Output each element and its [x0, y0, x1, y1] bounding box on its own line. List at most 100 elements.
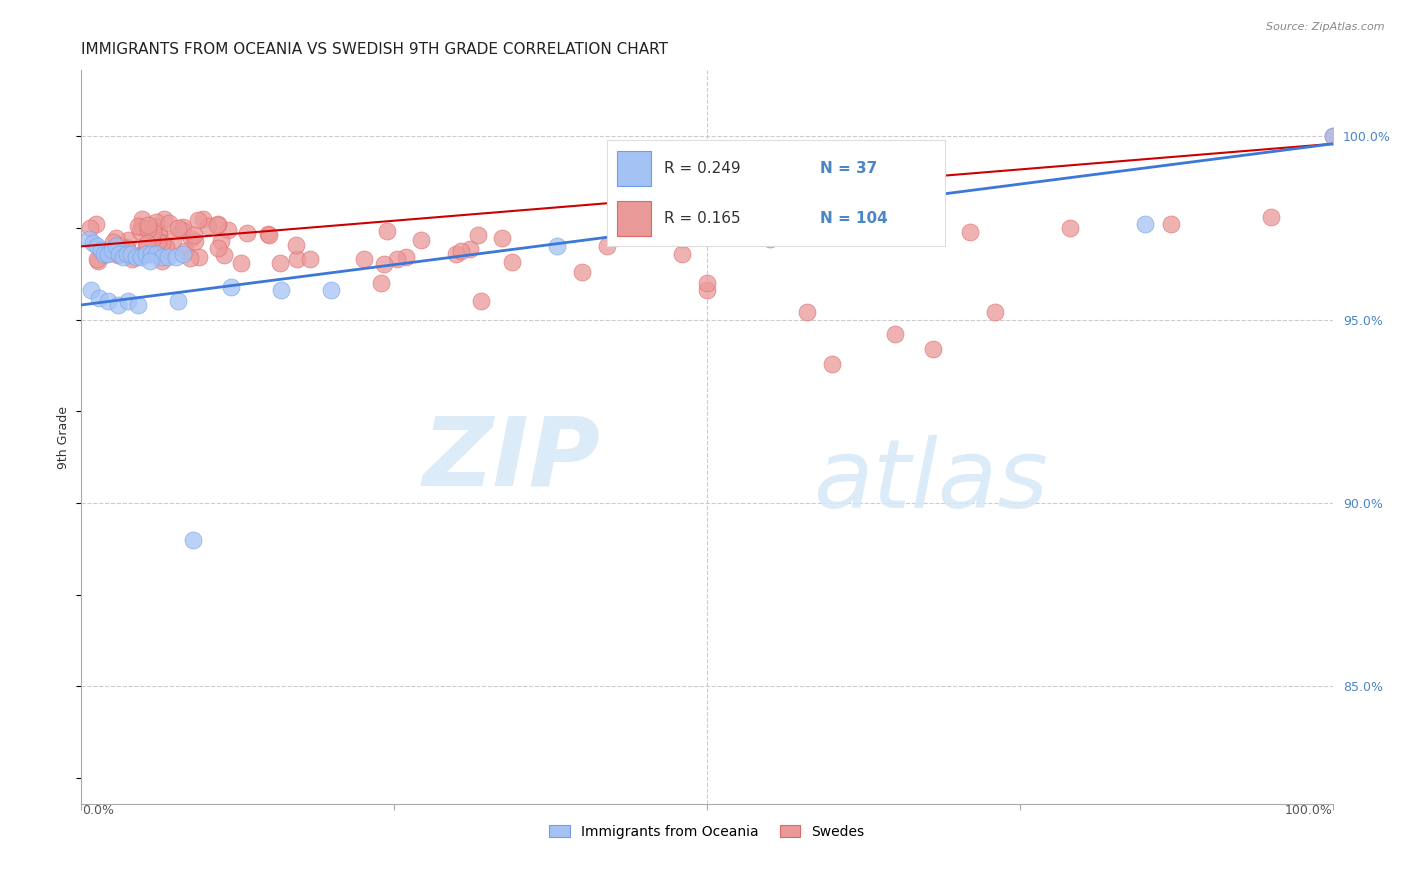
Point [170, 222, 193, 236]
Point [129, 219, 152, 234]
Point [450, 244, 472, 259]
Point [157, 251, 180, 265]
Text: atlas: atlas [814, 434, 1049, 527]
Point [859, 228, 882, 243]
Point [470, 294, 492, 309]
Point [135, 238, 157, 252]
Point [197, 219, 219, 233]
Point [104, 239, 127, 253]
Point [141, 240, 163, 254]
Point [86, 217, 108, 231]
Point [135, 246, 157, 260]
Point [135, 235, 157, 250]
Point [129, 247, 152, 261]
Point [148, 224, 170, 238]
Point [859, 221, 882, 235]
Point [93, 246, 115, 260]
Legend: Immigrants from Oceania, Swedes: Immigrants from Oceania, Swedes [544, 819, 870, 845]
Point [179, 251, 201, 265]
Point [141, 233, 163, 247]
Point [173, 244, 195, 258]
Point [1322, 129, 1344, 144]
Point [758, 232, 780, 246]
Point [145, 215, 167, 229]
Point [183, 227, 205, 242]
Point [984, 305, 1007, 319]
Point [120, 246, 142, 260]
Point [188, 250, 211, 264]
Point [298, 252, 321, 267]
Point [207, 217, 229, 231]
Point [153, 212, 176, 227]
Text: 100.0%: 100.0% [1284, 804, 1331, 816]
Point [180, 231, 202, 245]
Point [105, 231, 128, 245]
Point [395, 251, 418, 265]
Point [884, 327, 907, 342]
Point [108, 246, 131, 260]
Y-axis label: 9th Grade: 9th Grade [58, 406, 70, 468]
Point [79, 232, 101, 246]
Point [145, 246, 167, 260]
Point [458, 242, 481, 256]
Point [596, 239, 619, 253]
Point [269, 256, 291, 270]
Text: IMMIGRANTS FROM OCEANIA VS SWEDISH 9TH GRADE CORRELATION CHART: IMMIGRANTS FROM OCEANIA VS SWEDISH 9TH G… [80, 42, 668, 57]
Point [127, 298, 149, 312]
Point [353, 252, 375, 266]
Point [142, 225, 165, 239]
Point [491, 231, 513, 245]
Point [89, 291, 111, 305]
Point [112, 251, 135, 265]
Point [229, 256, 252, 270]
Point [257, 228, 280, 243]
Point [385, 252, 408, 266]
Point [150, 253, 173, 268]
Text: Source: ZipAtlas.com: Source: ZipAtlas.com [1267, 22, 1385, 32]
Point [157, 215, 180, 229]
Point [209, 234, 232, 248]
Point [284, 237, 307, 252]
Point [1260, 210, 1282, 224]
Point [571, 265, 593, 279]
Point [139, 223, 162, 237]
Point [150, 235, 173, 250]
Point [921, 342, 943, 356]
Point [143, 219, 166, 233]
Point [162, 233, 184, 247]
Point [115, 242, 138, 256]
Point [129, 251, 152, 265]
Point [86, 239, 108, 253]
Point [117, 294, 139, 309]
Point [959, 225, 981, 239]
Point [115, 246, 138, 260]
Point [94, 247, 117, 261]
Point [321, 284, 343, 298]
Point [155, 240, 177, 254]
Point [86, 252, 108, 266]
Point [136, 222, 159, 236]
Point [821, 357, 844, 371]
Point [217, 223, 239, 237]
Point [236, 226, 259, 240]
Point [409, 233, 432, 247]
Point [187, 212, 209, 227]
Point [127, 219, 149, 233]
Point [446, 247, 468, 261]
Text: ZIP: ZIP [423, 412, 600, 506]
Text: 0.0%: 0.0% [82, 804, 114, 816]
Point [1322, 129, 1344, 144]
Point [107, 298, 129, 312]
Point [114, 240, 136, 254]
Point [1135, 218, 1157, 232]
Point [501, 255, 523, 269]
Point [167, 220, 190, 235]
Point [125, 251, 148, 265]
Point [207, 241, 229, 255]
Point [107, 248, 129, 262]
Point [138, 254, 160, 268]
Point [467, 228, 489, 243]
Point [373, 257, 395, 271]
Point [184, 235, 207, 249]
Point [79, 284, 101, 298]
